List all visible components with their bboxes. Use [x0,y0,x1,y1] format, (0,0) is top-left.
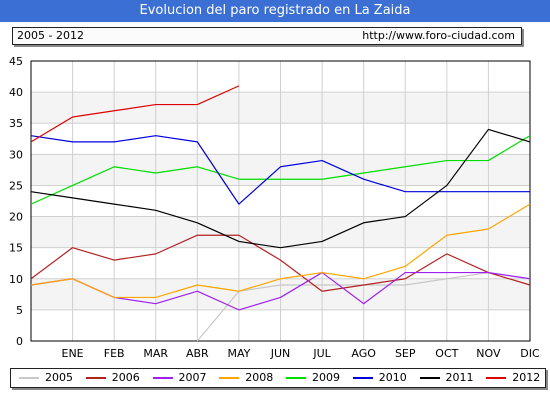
x-tick-label: AGO [351,347,376,360]
y-tick-label: 45 [9,55,23,68]
legend-label: 2010 [378,371,407,384]
series-lines [30,85,531,342]
y-tick-label: 30 [9,148,23,161]
x-tick-label: MAR [143,347,168,360]
y-tick-label: 35 [9,117,23,130]
x-tick-label: DIC [520,347,540,360]
legend-swatch [219,377,240,379]
legend-swatch [486,377,507,379]
line-chart: 0 5 10 15 20 25 30 35 40 45 ENE FEB MAR ABR MAY JUN JUL… [9,55,540,360]
y-tick-label: 0 [16,335,23,348]
x-tick-label: JUN [270,347,291,360]
y-tick-label: 25 [9,179,23,192]
legend-label: 2007 [178,371,207,384]
legend-label: 2005 [45,371,73,384]
info-bar: 2005 - 2012 http://www.foro-ciudad.com [12,27,522,45]
legend-swatch [19,377,39,379]
y-tick-label: 15 [9,242,23,255]
series-line-2008 [30,203,531,299]
legend: 2005 2006 2007 2008 2009 2010 2011 2012 [10,368,546,388]
y-tick-labels: 0 5 10 15 20 25 30 35 40 45 [9,55,23,348]
x-tick-label: NOV [476,347,501,360]
legend-label: 2008 [245,371,274,384]
chart-title: Evolucion del paro registrado en La Zaid… [0,0,550,22]
legend-label: 2012 [512,371,541,384]
legend-label: 2006 [111,371,140,384]
legend-swatch [152,377,173,379]
legend-label: 2011 [445,371,474,384]
series-line-2010 [30,135,530,205]
series-line-2011 [30,128,531,249]
legend-swatch [85,377,106,379]
y-tick-label: 10 [9,273,23,286]
legend-label: 2009 [312,371,340,384]
y-tick-label: 20 [9,211,23,224]
y-tick-label: 5 [16,304,23,317]
x-tick-label: MAY [227,347,250,360]
axes [30,60,531,342]
series-line-2012 [30,85,240,143]
x-tick-label: OCT [435,347,458,360]
legend-swatch [419,377,440,379]
y-tick-label: 40 [9,86,23,99]
legend-swatch [352,377,373,379]
x-tick-label: JUL [312,347,331,360]
x-tick-label: FEB [104,347,125,360]
x-tick-label: ABR [186,347,209,360]
source-url: http://www.foro-ciudad.com [362,29,515,42]
plot-border [30,60,531,342]
x-tick-label: ENE [62,347,84,360]
x-tick-labels: ENE FEB MAR ABR MAY JUN JUL AGO SEP OCT NOV DIC [62,347,540,360]
x-tick-label: SEP [395,347,416,360]
legend-swatch [286,377,306,379]
series-line-2006 [30,234,531,292]
series-line-2009 [30,135,531,205]
year-range: 2005 - 2012 [17,29,84,42]
